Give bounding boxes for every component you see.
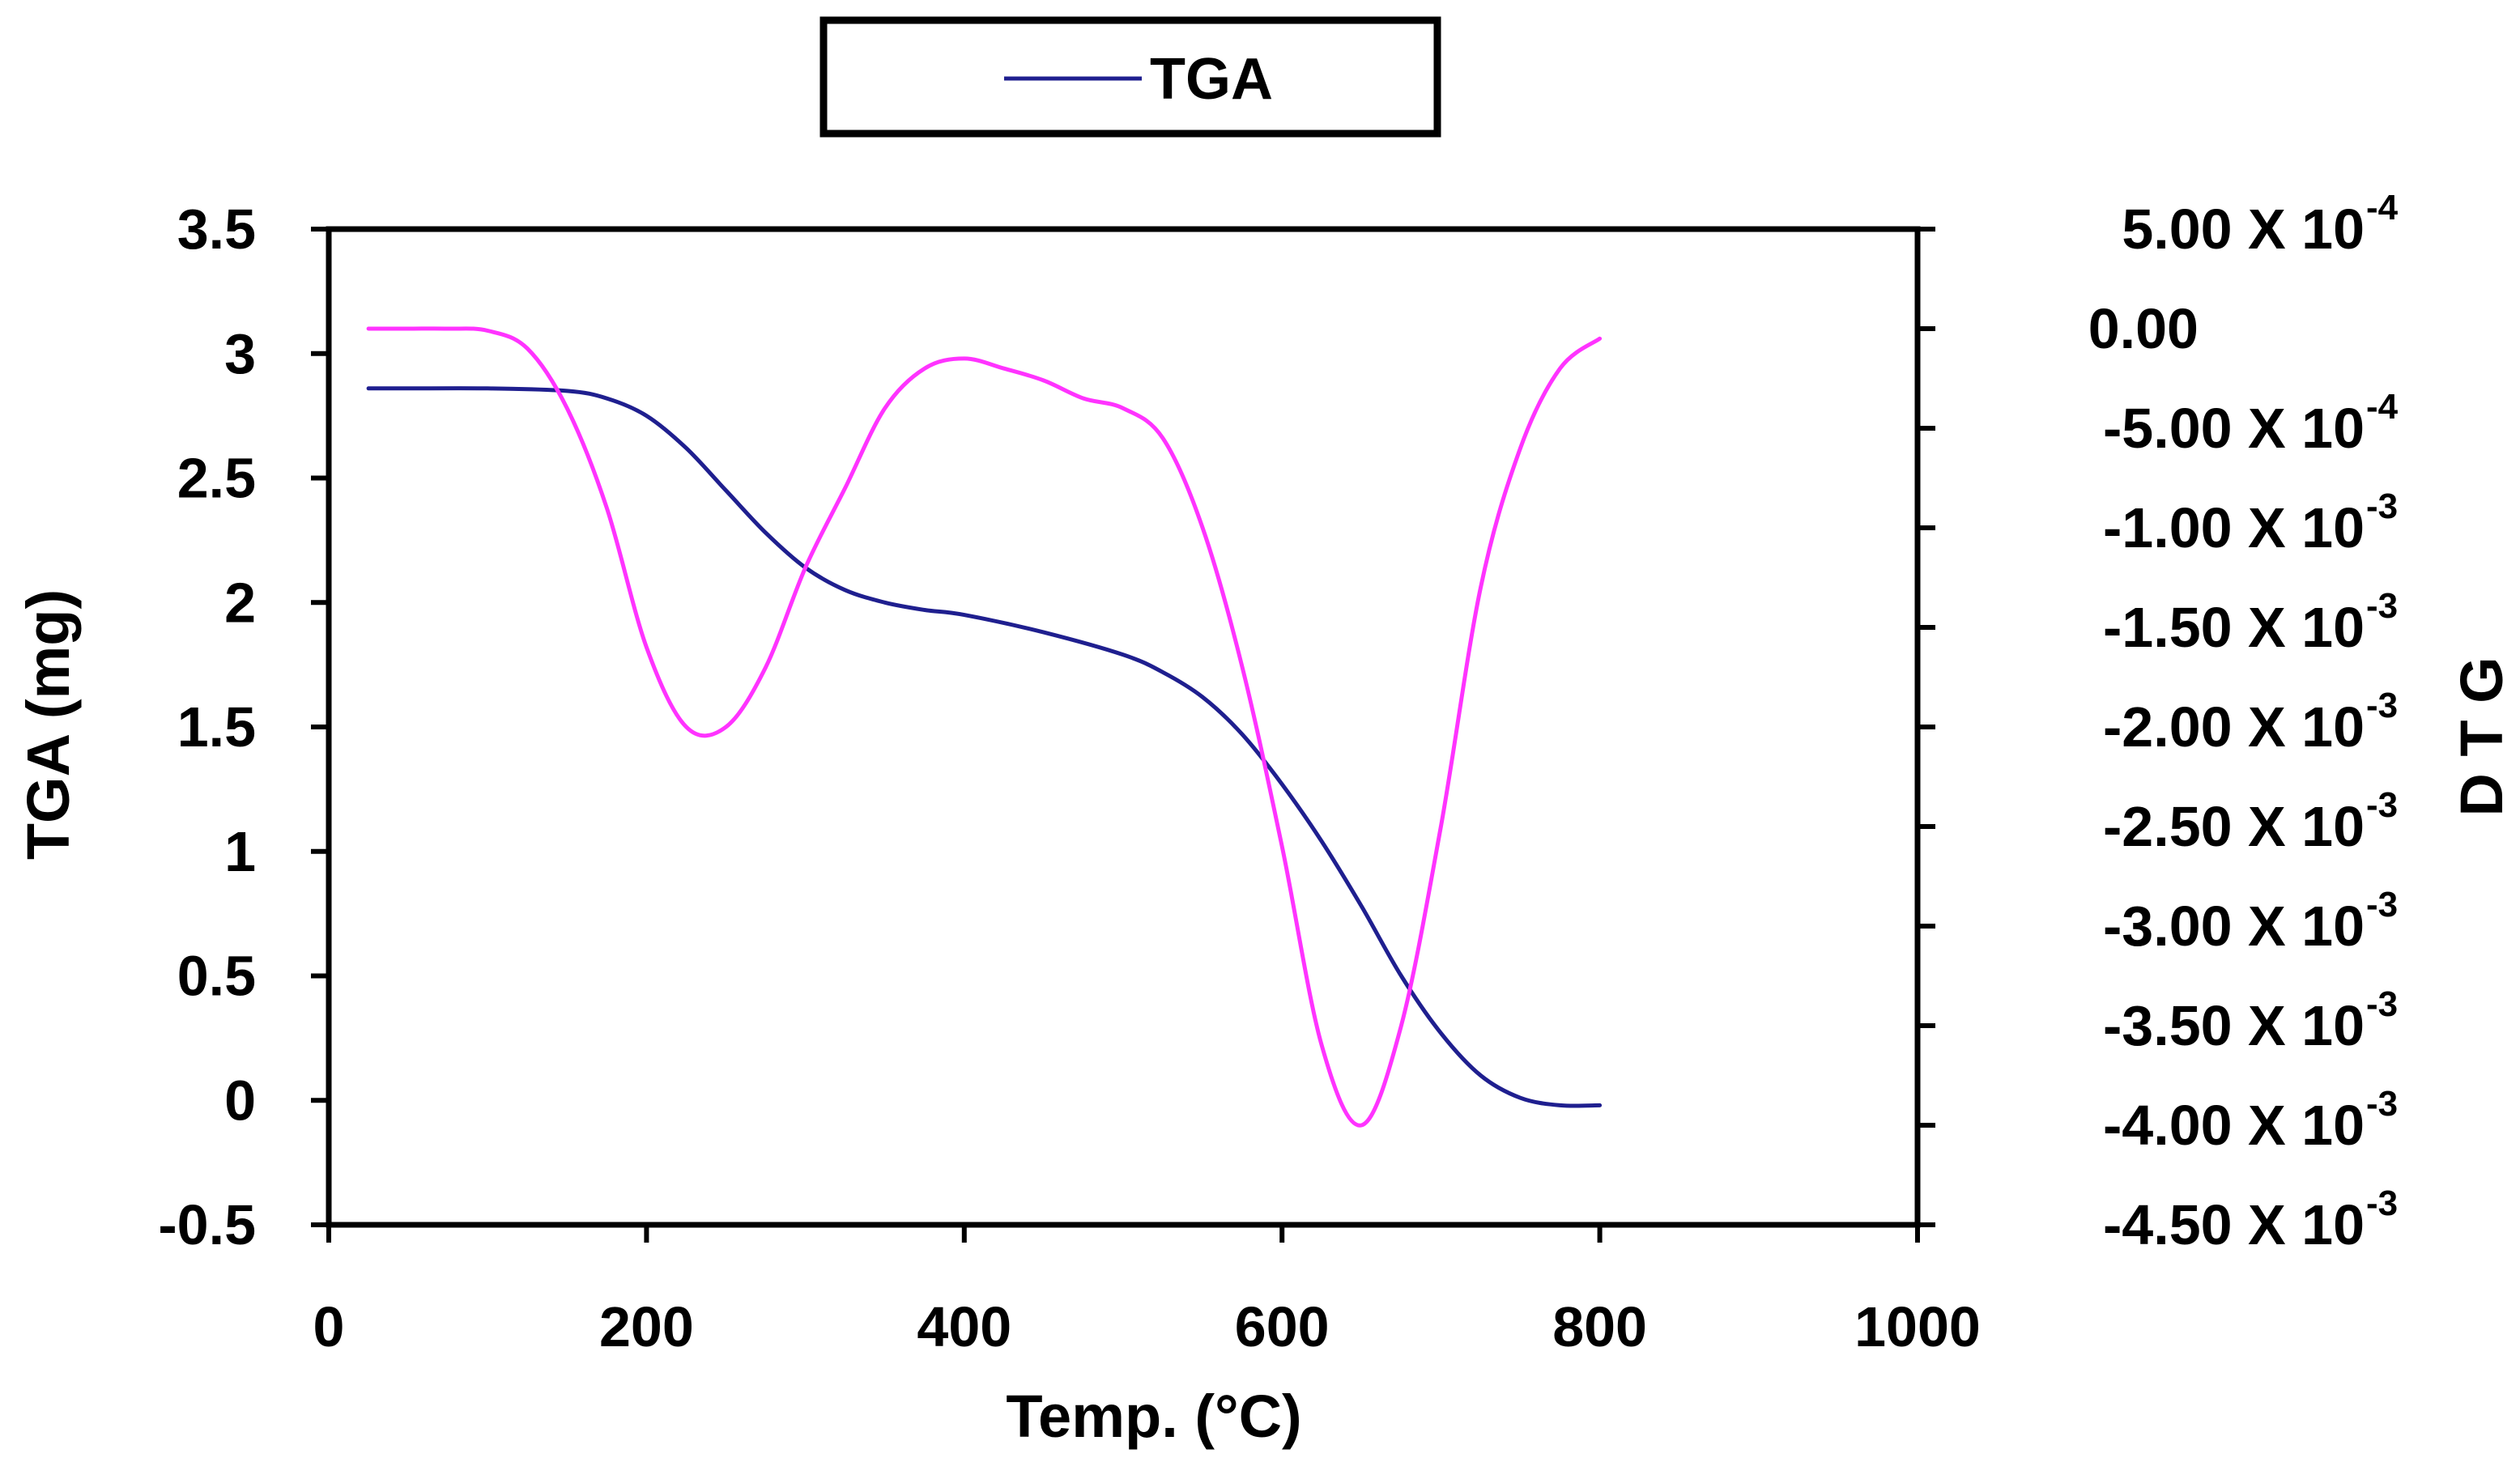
- x-tick-label: 800: [1552, 1295, 1647, 1358]
- x-tick-label: 0: [313, 1295, 345, 1358]
- x-tick-label: 400: [917, 1295, 1011, 1358]
- y-axis-left: 3.5 3 2.5 2 1.5 1 0.5 0 -0.5: [158, 198, 329, 1256]
- series-layer: [366, 326, 1603, 1128]
- y2-tick-label: -1.00 X 10: [2103, 496, 2365, 559]
- y2-tick-exponent: -3: [2366, 487, 2398, 526]
- x-tick-label: 600: [1235, 1295, 1330, 1358]
- y2-tick-exponent: -3: [2366, 785, 2398, 825]
- x-axis-title: Temp. (°C): [1006, 1383, 1301, 1450]
- legend: TGA: [819, 16, 1441, 138]
- y2-tick-exponent: -3: [2366, 984, 2398, 1024]
- y2-tick-label: -5.00 X 10: [2103, 397, 2365, 460]
- y2-tick-exponent: -3: [2366, 686, 2398, 725]
- y2-tick-label: -3.50 X 10: [2103, 994, 2365, 1057]
- y2-tick-exponent: -3: [2366, 586, 2398, 626]
- y-axis-right: 5.00 X 10 -40.00-5.00 X 10 -4-1.00 X 10 -3-…: [1918, 188, 2399, 1256]
- y2-tick-label: -2.00 X 10: [2103, 695, 2365, 759]
- x-tick-label: 1000: [1854, 1295, 1981, 1358]
- y2-tick-exponent: -4: [2366, 387, 2399, 427]
- y-tick-label: 1.5: [177, 695, 256, 759]
- y2-tick-label: -1.50 X 10: [2103, 596, 2365, 659]
- plot-area: [326, 226, 1921, 1228]
- y2-tick-exponent: -3: [2366, 1184, 2398, 1223]
- y2-tick-label: -4.00 X 10: [2103, 1094, 2365, 1157]
- y-tick-label: -0.5: [158, 1193, 256, 1256]
- y-tick-label: 0: [224, 1069, 256, 1132]
- legend-tga-label: TGA: [1150, 47, 1273, 112]
- y2-tick-exponent: -4: [2366, 188, 2399, 227]
- y2-tick-label: 0.00: [2088, 297, 2199, 360]
- x-axis: 0 200 400 600 800 1000: [313, 1225, 1981, 1358]
- y2-axis-title: D T G: [2448, 657, 2515, 816]
- y2-tick-exponent: -3: [2366, 885, 2398, 924]
- y-axis-title: TGA (mg): [15, 589, 82, 860]
- x-tick-label: 200: [599, 1295, 694, 1358]
- y-tick-label: 1: [224, 820, 256, 883]
- y-tick-label: 0.5: [177, 945, 256, 1008]
- series-line-tga: [366, 386, 1603, 1108]
- y-tick-label: 2.5: [177, 447, 256, 510]
- series-line-dtg: [366, 326, 1603, 1128]
- y2-tick-label: -2.50 X 10: [2103, 795, 2365, 858]
- y-tick-label: 3: [224, 322, 256, 385]
- y-tick-label: 2: [224, 571, 256, 634]
- y2-tick-exponent: -3: [2366, 1084, 2398, 1124]
- y2-tick-label: 5.00 X 10: [2122, 198, 2365, 261]
- y-tick-label: 3.5: [177, 198, 256, 261]
- y2-tick-label: -4.50 X 10: [2103, 1193, 2365, 1256]
- y2-tick-label: -3.00 X 10: [2103, 895, 2365, 958]
